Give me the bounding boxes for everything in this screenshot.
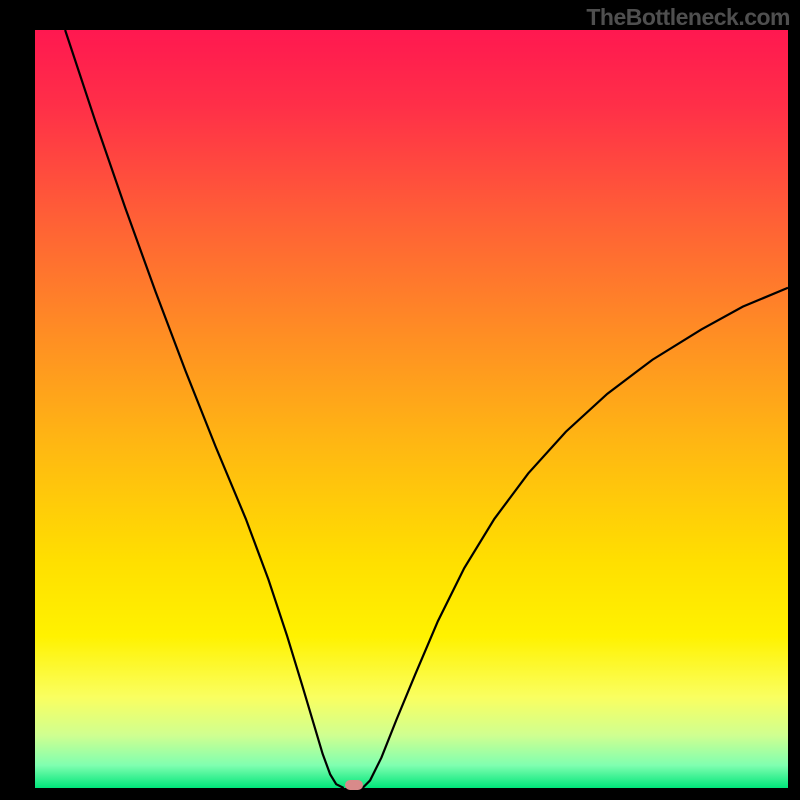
minimum-marker bbox=[345, 780, 363, 790]
curve-right-branch bbox=[363, 288, 788, 788]
watermark-text: TheBottleneck.com bbox=[586, 4, 790, 31]
curve-left-branch bbox=[65, 30, 344, 788]
chart-frame: TheBottleneck.com bbox=[0, 0, 800, 800]
line-chart bbox=[35, 30, 788, 788]
